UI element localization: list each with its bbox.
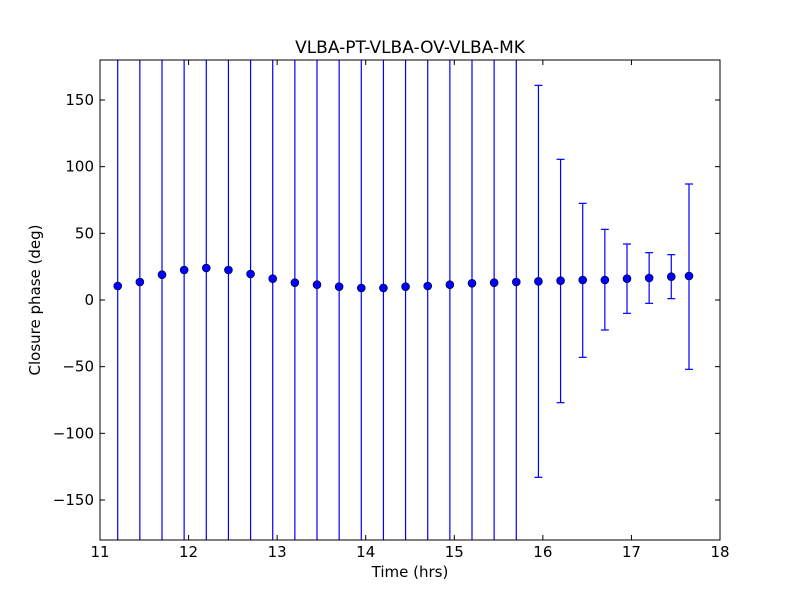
data-point xyxy=(578,275,588,285)
data-point xyxy=(423,281,433,291)
y-tick-label: −50 xyxy=(62,358,94,376)
data-point xyxy=(556,276,565,285)
y-tick-label: 100 xyxy=(65,158,94,176)
data-point xyxy=(157,270,167,279)
data-point xyxy=(684,271,694,281)
x-axis-label: Time (hrs) xyxy=(371,563,449,581)
data-point xyxy=(334,282,344,291)
data-point xyxy=(224,265,233,275)
data-point xyxy=(644,273,654,283)
y-tick-label: −150 xyxy=(53,491,94,509)
data-point xyxy=(246,269,255,279)
data-point xyxy=(445,280,455,289)
data-point xyxy=(600,275,610,285)
data-point xyxy=(135,277,145,287)
plot-area xyxy=(113,60,694,540)
x-tick-label: 15 xyxy=(445,543,464,561)
x-tick-label: 11 xyxy=(90,543,109,561)
y-tick-label: 0 xyxy=(84,291,94,309)
data-point xyxy=(534,277,543,286)
data-point xyxy=(511,277,521,287)
data-point xyxy=(356,283,366,293)
data-point xyxy=(489,278,499,287)
x-tick-label: 18 xyxy=(710,543,729,561)
y-tick-label: 50 xyxy=(75,224,94,242)
data-point xyxy=(622,274,632,283)
y-tick-label: 150 xyxy=(65,91,94,109)
data-point xyxy=(113,281,123,291)
axis-ticks: 11 12 13 14 15 16 17 18 −150 −100 −50 0 50 100 150 xyxy=(53,60,730,561)
data-point xyxy=(467,279,477,288)
data-point xyxy=(312,280,322,289)
y-axis-label: Closure phase (deg) xyxy=(26,225,44,376)
x-tick-label: 14 xyxy=(356,543,375,561)
data-point xyxy=(268,274,278,283)
chart-title: VLBA-PT-VLBA-OV-VLBA-MK xyxy=(295,38,526,58)
data-point xyxy=(666,272,676,281)
x-tick-label: 13 xyxy=(268,543,287,561)
data-point xyxy=(179,265,189,275)
x-tick-label: 12 xyxy=(179,543,198,561)
y-tick-label: −100 xyxy=(53,424,94,442)
x-tick-label: 16 xyxy=(533,543,552,561)
data-point xyxy=(201,263,211,273)
data-point xyxy=(290,278,300,287)
data-point xyxy=(379,283,388,293)
data-point xyxy=(401,282,410,291)
x-tick-label: 17 xyxy=(622,543,641,561)
